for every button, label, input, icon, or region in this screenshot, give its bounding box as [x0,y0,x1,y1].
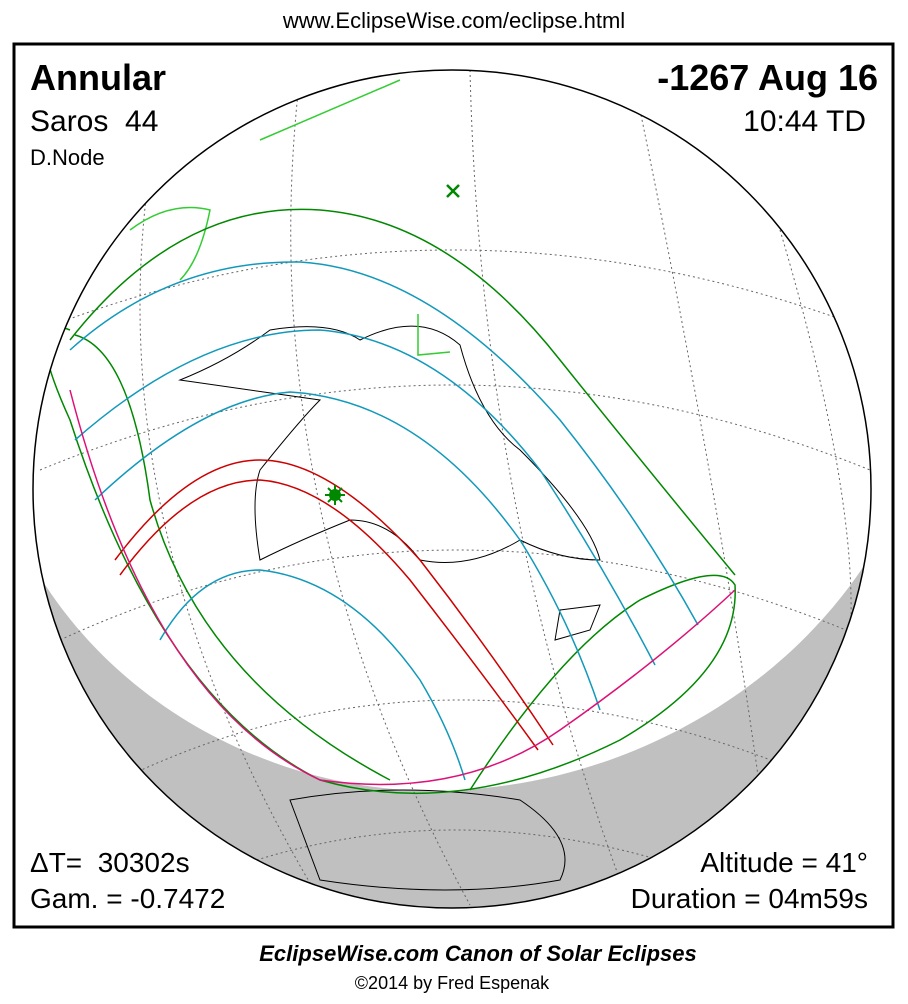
saros: Saros 44 [30,105,158,138]
time: 10:44 TD [743,105,866,138]
footer-title: EclipseWise.com Canon of Solar Eclipses [259,941,697,966]
altitude: Altitude = 41° [700,847,868,878]
url: www.EclipseWise.com/eclipse.html [282,8,625,33]
duration: Duration = 04m59s [631,883,868,914]
delta-t: ΔT= 30302s [30,847,190,878]
node: D.Node [30,145,105,170]
globe-outline [32,69,872,909]
date: -1267 Aug 16 [657,57,878,98]
eclipse-type: Annular [30,57,166,98]
frame [12,42,895,929]
globe [33,70,871,908]
copyright: ©2014 by Fred Espenak [355,973,550,993]
gamma: Gam. = -0.7472 [30,883,225,914]
night-shade [33,540,871,908]
